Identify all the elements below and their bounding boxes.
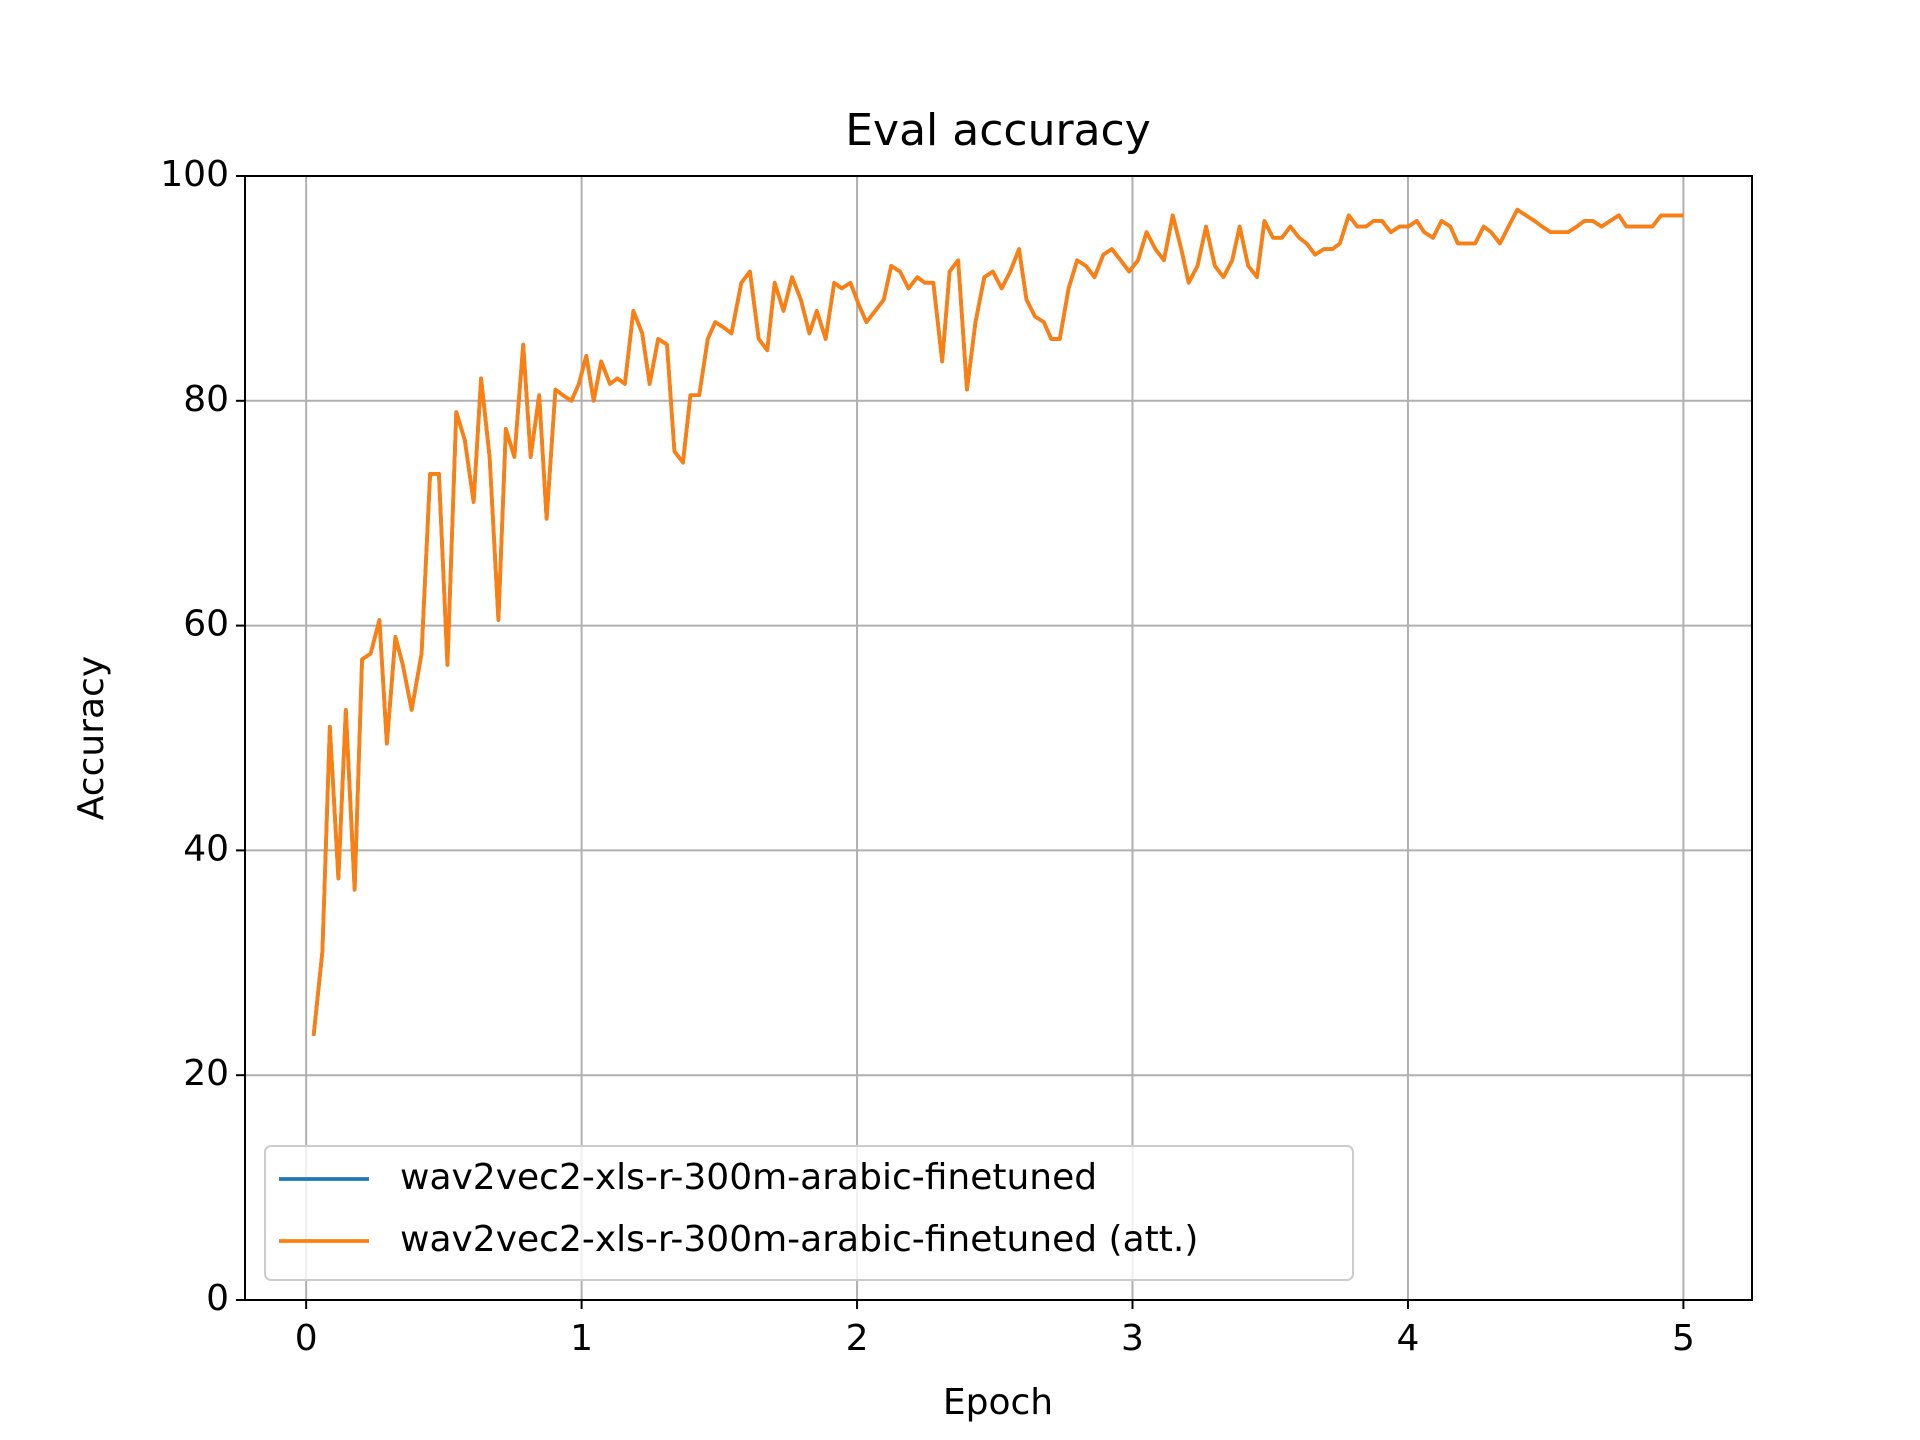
x-tick-label: 5 [1672,1318,1695,1359]
x-tick-label: 0 [295,1318,318,1359]
x-tick-label: 2 [846,1318,869,1359]
x-axis-label: Epoch [943,1382,1053,1423]
y-tick-label: 60 [183,604,229,645]
legend-box [264,1145,1354,1281]
series-line [311,207,1684,1037]
y-tick-label: 0 [206,1278,229,1319]
x-tick-label: 4 [1397,1318,1420,1359]
legend-label: wav2vec2-xls-r-300m-arabic-finetuned (at… [400,1219,1198,1260]
y-tick-label: 20 [183,1053,229,1094]
legend-label: wav2vec2-xls-r-300m-arabic-finetuned [400,1157,1097,1198]
chart-title: Eval accuracy [845,105,1151,156]
plot-frame [244,175,1753,1301]
y-axis-label: Accuracy [71,656,112,820]
y-tick-label: 100 [160,154,229,195]
series-line [311,207,1684,1037]
x-tick-label: 1 [570,1318,593,1359]
y-tick-label: 80 [183,379,229,420]
x-tick-label: 3 [1121,1318,1144,1359]
y-tick-label: 40 [183,828,229,869]
